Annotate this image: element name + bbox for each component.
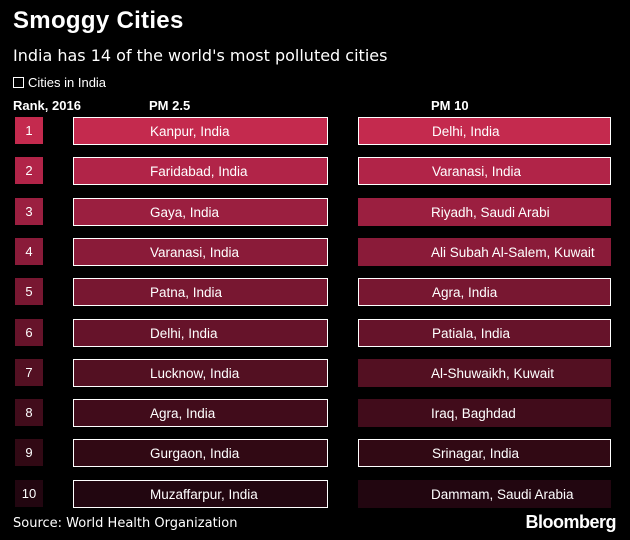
rank-number: 1 <box>15 117 43 144</box>
pm25-city: Muzaffarpur, India <box>73 480 328 508</box>
pm25-city: Gaya, India <box>73 198 328 226</box>
pm25-city: Agra, India <box>73 399 328 427</box>
rank-number: 10 <box>15 480 43 507</box>
pm25-city: Faridabad, India <box>73 157 328 185</box>
pm10-city: Al-Shuwaikh, Kuwait <box>358 359 611 387</box>
rank-number: 2 <box>15 157 43 184</box>
source-note: Source: World Health Organization <box>13 516 238 531</box>
rank-number: 4 <box>15 238 43 265</box>
legend-swatch <box>13 77 24 88</box>
pm10-city: Agra, India <box>358 278 611 306</box>
rank-number: 8 <box>15 399 43 426</box>
rank-number: 9 <box>15 439 43 466</box>
pm25-city: Varanasi, India <box>73 238 328 266</box>
pm25-city: Gurgaon, India <box>73 439 328 467</box>
pm25-city: Lucknow, India <box>73 359 328 387</box>
chart-subtitle: India has 14 of the world's most pollute… <box>13 46 388 65</box>
pm10-city: Varanasi, India <box>358 157 611 185</box>
pm10-city: Iraq, Baghdad <box>358 399 611 427</box>
chart-title: Smoggy Cities <box>13 7 184 34</box>
pm25-city: Delhi, India <box>73 319 328 347</box>
pm25-city: Kanpur, India <box>73 117 328 145</box>
column-header-pm25: PM 2.5 <box>149 98 191 113</box>
pm10-city: Dammam, Saudi Arabia <box>358 480 611 508</box>
rank-number: 6 <box>15 319 43 346</box>
column-header-pm10: PM 10 <box>431 98 469 113</box>
pm10-city: Delhi, India <box>358 117 611 145</box>
pm10-city: Riyadh, Saudi Arabi <box>358 198 611 226</box>
pm25-city: Patna, India <box>73 278 328 306</box>
pm10-city: Patiala, India <box>358 319 611 347</box>
rank-number: 5 <box>15 278 43 305</box>
column-header-rank: Rank, 2016 <box>13 98 81 113</box>
pm10-city: Srinagar, India <box>358 439 611 467</box>
rank-number: 7 <box>15 359 43 386</box>
rank-number: 3 <box>15 198 43 225</box>
pm10-city: Ali Subah Al-Salem, Kuwait <box>358 238 611 266</box>
legend: Cities in India <box>13 75 106 90</box>
brand-logo: Bloomberg <box>525 512 616 532</box>
legend-label: Cities in India <box>28 75 107 90</box>
